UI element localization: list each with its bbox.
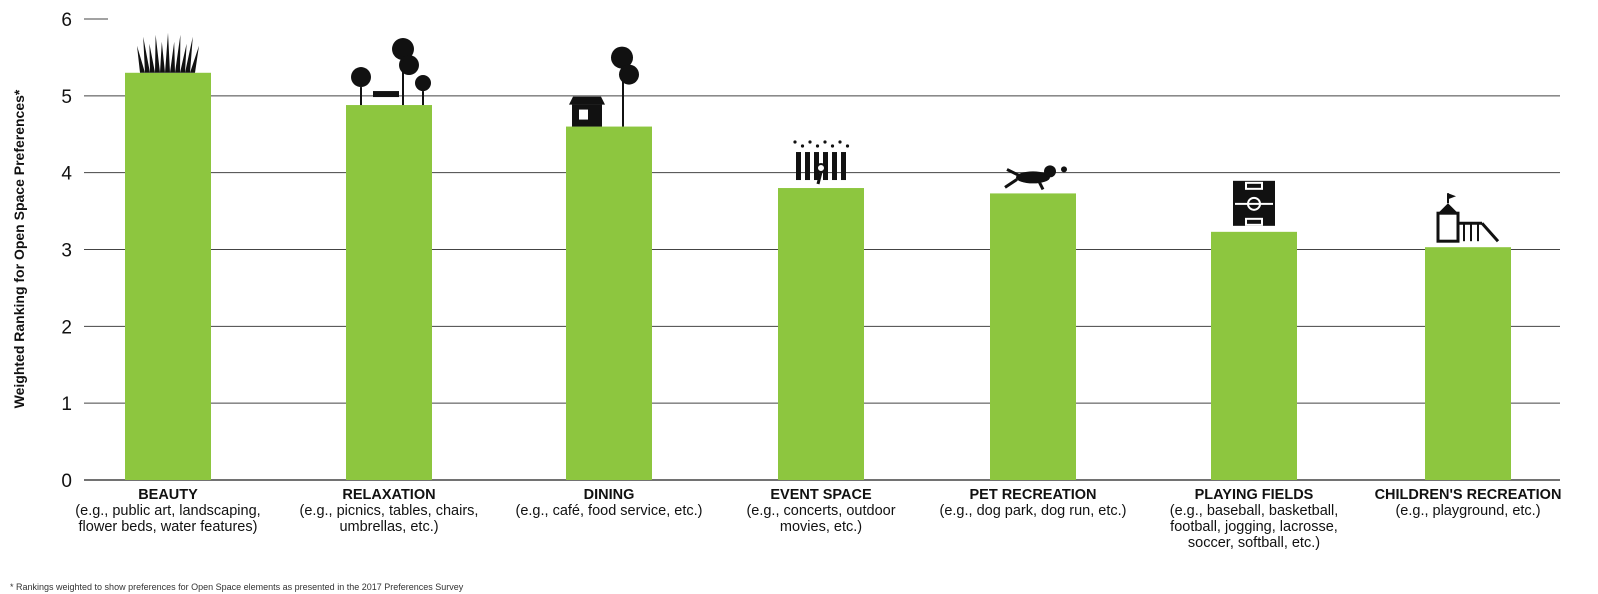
category-name: RELAXATION [342,487,436,503]
y-tick-label: 1 [61,394,72,415]
cafe-icon [569,46,639,127]
category-example: (e.g., picnics, tables, chairs, umbrella… [299,503,479,535]
category-example: (e.g., baseball, basketball, football, j… [1169,503,1339,551]
y-tick-label: 2 [61,317,72,338]
playground-icon [1436,193,1500,243]
category-name: DINING [583,487,635,503]
x-tick-label: PET RECREATION (e.g., dog park, dog run, … [938,487,1128,519]
category-example: (e.g., concerts, outdoor movies, etc.) [746,503,896,535]
dog-icon [1004,165,1067,191]
category-example: (e.g., playground, etc.) [1395,503,1541,519]
bar [1425,247,1511,480]
category-name: PLAYING FIELDS [1194,487,1314,503]
category-example: (e.g., dog park, dog run, etc.) [939,503,1127,519]
bar [1211,231,1297,480]
category-example: (e.g., café, food service, etc.) [515,503,703,519]
field-icon [1233,180,1275,226]
grass-icon [137,32,199,73]
bar [566,126,652,481]
category-name: CHILDREN'S RECREATION [1374,487,1562,503]
bar [125,72,211,481]
x-tick-label: DINING (e.g., café, food service, etc.) [514,487,704,519]
x-tick-label: CHILDREN'S RECREATION (e.g., playground, … [1373,487,1563,519]
x-tick-label: RELAXATION (e.g., picnics, tables, chairs… [294,487,484,535]
x-tick-label: EVENT SPACE (e.g., concerts, outdoor movi… [726,487,916,535]
y-tick-label: 0 [61,471,72,492]
bar [990,193,1076,480]
bar [778,188,864,481]
performer-icon [793,140,850,185]
y-tick-label: 5 [61,87,72,108]
trees-bench-icon [351,38,431,106]
category-name: PET RECREATION [969,487,1097,503]
y-axis-label: Weighted Ranking for Open Space Preferen… [11,89,27,408]
y-tick-label: 3 [61,241,72,262]
x-tick-label: PLAYING FIELDS (e.g., baseball, basketbal… [1159,487,1349,551]
bar [346,105,432,480]
y-tick-label: 4 [61,164,72,185]
category-name: BEAUTY [138,487,198,503]
footnote: * Rankings weighted to show preferences … [10,582,464,592]
category-example: (e.g., public art, landscaping, flower b… [75,503,261,535]
x-tick-label: BEAUTY (e.g., public art, landscaping, fl… [73,487,263,535]
category-name: EVENT SPACE [770,487,872,503]
y-tick-label: 6 [61,10,72,31]
